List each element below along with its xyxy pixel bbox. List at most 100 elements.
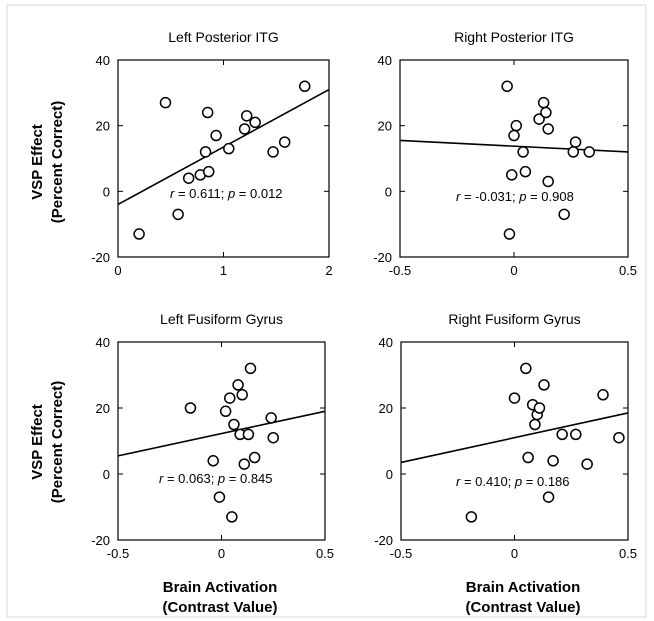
data-point — [249, 116, 261, 129]
y-tick-label: -20 — [91, 250, 110, 265]
data-point — [597, 389, 609, 401]
regression-line — [117, 410, 326, 457]
data-point — [172, 208, 184, 221]
data-point — [207, 455, 219, 467]
data-point — [201, 106, 214, 119]
axes-frame — [399, 59, 629, 258]
y-axis-label-top: VSP Effect (Percent Correct) — [29, 101, 66, 224]
y-tick-label: 20 — [96, 401, 110, 416]
y-tick-label: 20 — [96, 119, 110, 134]
x-tick-label: -0.5 — [390, 546, 412, 561]
data-point — [542, 175, 554, 188]
data-point — [613, 431, 625, 444]
x-tick-label: 0.5 — [619, 263, 637, 278]
x-tick-label: 0 — [114, 263, 121, 278]
data-point — [542, 491, 555, 503]
data-point — [558, 208, 570, 221]
x-tick-label: -0.5 — [107, 546, 129, 561]
x-tick-label: 0.5 — [619, 546, 637, 561]
data-point — [133, 228, 145, 240]
stat-annotation: r = 0.611; p = 0.012 — [170, 186, 283, 201]
data-point — [223, 142, 235, 155]
data-point — [232, 379, 244, 391]
data-point — [238, 123, 251, 135]
data-point — [213, 491, 226, 503]
data-point — [228, 418, 240, 431]
x-label-left-line1: Brain Activation — [163, 579, 277, 596]
data-point — [236, 389, 248, 401]
data-point — [465, 511, 478, 523]
panel-title: Left Posterior ITG — [168, 29, 278, 45]
y-tick-label: 0 — [103, 467, 110, 482]
y-tick-label: 0 — [386, 467, 393, 482]
data-point — [219, 405, 232, 418]
x-tick-label: 0 — [511, 546, 518, 561]
x-tick-label: 1 — [220, 263, 227, 278]
data-point — [501, 80, 513, 93]
data-point — [522, 451, 534, 464]
data-point — [556, 428, 568, 441]
data-point — [510, 119, 523, 132]
data-point — [505, 169, 518, 181]
panels-group: Left Posterior ITG 0 1 2 -20 0 20 40 r = 0.611; … — [91, 29, 637, 561]
y-tick-label: 20 — [378, 119, 392, 134]
data-point — [278, 136, 291, 148]
data-point — [238, 458, 251, 470]
y-label-line1: VSP Effect — [29, 404, 46, 480]
x-tick-label: -0.5 — [389, 263, 411, 278]
y-tick-label: -20 — [373, 250, 392, 265]
stat-annotation: r = 0.063; p = 0.845 — [159, 471, 273, 486]
y-tick-label: 40 — [379, 335, 393, 350]
axes-frame — [400, 341, 629, 541]
axes-frame — [117, 59, 330, 258]
x-tick-label: 2 — [325, 263, 332, 278]
data-point — [199, 146, 212, 158]
panel-title: Left Fusiform Gyrus — [160, 311, 283, 327]
data-point — [537, 96, 550, 109]
data-point — [538, 379, 550, 391]
data-point — [503, 228, 516, 240]
figure-border — [6, 4, 647, 618]
data-point — [519, 165, 532, 178]
data-point — [581, 458, 593, 470]
data-point — [202, 165, 215, 178]
data-point — [159, 96, 172, 109]
y-tick-label: -20 — [374, 533, 393, 548]
stat-annotation: r = -0.031; p = 0.908 — [456, 189, 574, 204]
y-tick-label: -20 — [91, 533, 110, 548]
data-point — [267, 146, 279, 158]
data-point — [244, 362, 257, 375]
x-label-right-line1: Brain Activation — [466, 579, 580, 596]
data-point — [182, 172, 195, 184]
y-tick-label: 0 — [385, 184, 392, 199]
y-label-line2: (Percent Correct) — [49, 381, 66, 504]
data-point — [533, 113, 545, 125]
data-point — [520, 362, 532, 375]
data-point — [583, 146, 595, 158]
data-point — [248, 451, 261, 464]
axes-frame — [117, 341, 326, 541]
data-point — [517, 146, 529, 158]
scatter-panel-4: Right Fusiform Gyrus -0.5 0 0.5 -20 0 20 40 r = … — [374, 311, 637, 561]
panel-title: Right Fusiform Gyrus — [448, 311, 580, 327]
data-point — [184, 402, 197, 414]
data-point — [508, 129, 520, 142]
panel-title: Right Posterior ITG — [454, 29, 574, 45]
data-point — [508, 392, 521, 404]
x-tick-label: 0 — [510, 263, 517, 278]
data-point — [240, 110, 253, 122]
y-tick-label: 40 — [96, 335, 110, 350]
x-tick-label: 0 — [218, 546, 225, 561]
data-point — [569, 136, 582, 148]
data-point — [267, 431, 279, 444]
y-tick-label: 40 — [378, 53, 392, 68]
data-point — [265, 412, 277, 424]
scatter-panel-2: Right Posterior ITG -0.5 0 0.5 -20 0 20 40 r = -… — [373, 29, 637, 278]
y-tick-label: 20 — [379, 401, 393, 416]
x-label-left-line2: (Contrast Value) — [162, 599, 277, 616]
scatter-panel-3: Left Fusiform Gyrus -0.5 0 0.5 -20 0 20 40 r = 0… — [91, 311, 334, 561]
y-label-line1: VSP Effect — [29, 124, 46, 200]
data-point — [242, 428, 255, 441]
y-tick-label: 0 — [103, 184, 110, 199]
